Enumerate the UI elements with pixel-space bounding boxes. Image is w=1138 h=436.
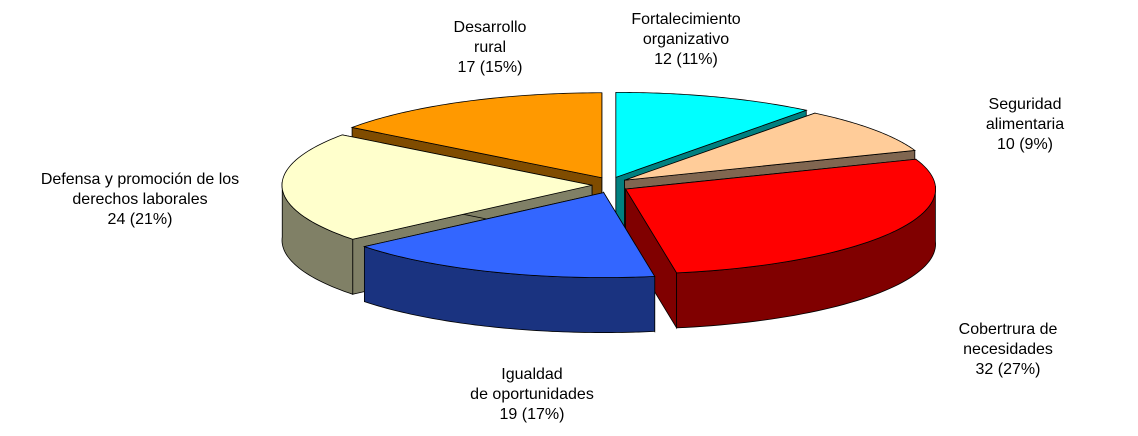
value-label: 24 (21%) xyxy=(107,211,173,228)
slice xyxy=(624,158,936,274)
slice-label: Desarrollo rural 17 (15%) xyxy=(454,18,527,78)
value-label: 17 (15%) xyxy=(457,59,523,76)
slice xyxy=(350,92,603,179)
slice xyxy=(624,112,916,181)
slice-label: Seguridad alimentaria 10 (9%) xyxy=(969,95,1082,155)
category-label: Seguridad alimentaria xyxy=(985,96,1065,133)
slice xyxy=(615,91,808,178)
slice-label: Igualdad de oportunidades 19 (17%) xyxy=(470,365,594,425)
slice-label: Cobertrura de necesidades 32 (27%) xyxy=(943,320,1073,380)
value-label: 19 (17%) xyxy=(499,406,565,423)
slice-label: Fortalecimiento organizativo 12 (11%) xyxy=(631,10,740,70)
slice-label: Defensa y promoción de los derechos labo… xyxy=(41,170,239,230)
category-label: Igualdad de oportunidades xyxy=(470,366,594,403)
value-label: 10 (9%) xyxy=(996,136,1054,153)
category-label: Desarrollo rural xyxy=(453,19,527,56)
category-label: Cobertrura de necesidades xyxy=(958,321,1058,358)
slice xyxy=(362,192,656,278)
category-label: Defensa y promoción de los derechos labo… xyxy=(40,171,240,208)
category-label: Fortalecimiento organizativo xyxy=(631,11,741,48)
slice xyxy=(281,134,593,240)
value-label: 32 (27%) xyxy=(975,361,1041,378)
value-label: 12 (11%) xyxy=(654,51,718,68)
